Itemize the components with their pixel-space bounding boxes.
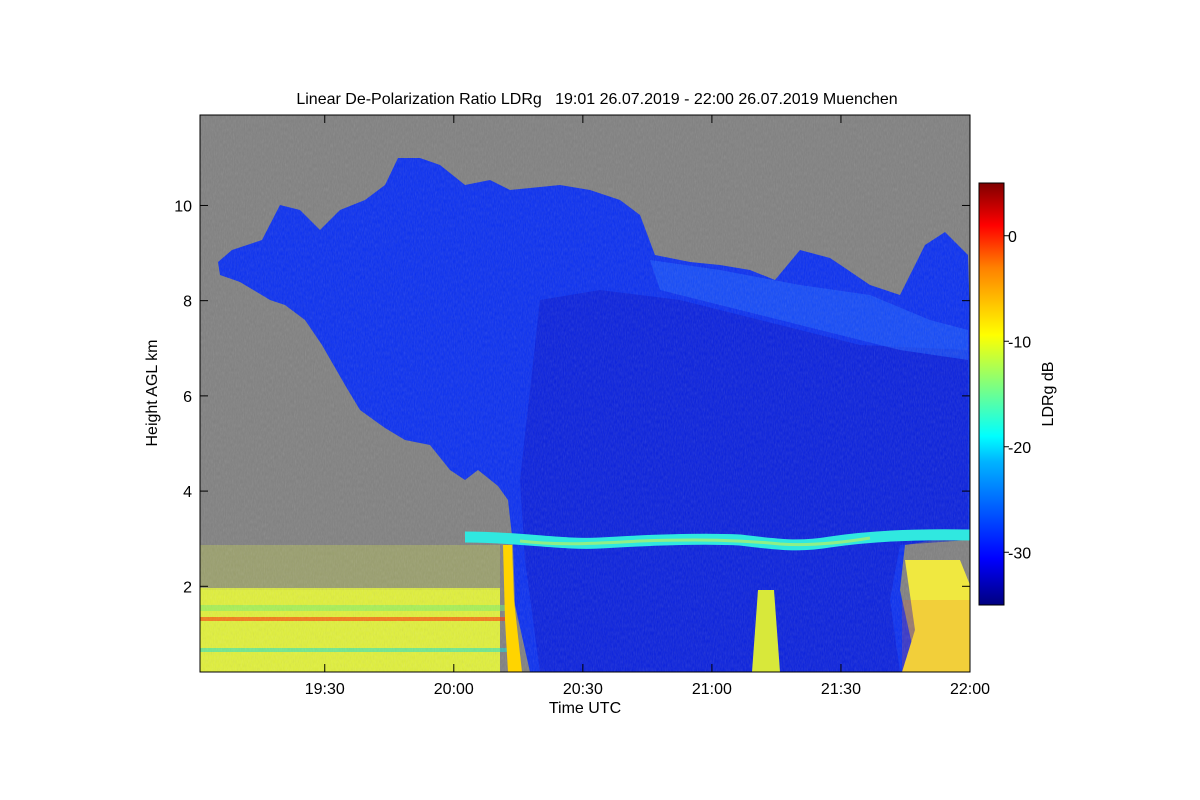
rain-shaft-middle: [752, 590, 780, 672]
y-tick-label: 6: [183, 389, 192, 406]
x-tick-label: 21:00: [692, 681, 732, 698]
melting-layer-core: [519, 536, 871, 547]
x-tick-label: 22:00: [950, 681, 990, 698]
chart-title: Linear De-Polarization Ratio LDRg 19:01 …: [296, 91, 897, 108]
x-tick-label: 20:00: [434, 681, 474, 698]
rain-shaft-right-speckle: [902, 600, 970, 672]
y-axis-label: Height AGL km: [144, 339, 161, 446]
colorbar-label: LDRg dB: [1040, 362, 1057, 427]
y-tick-label: 8: [183, 294, 192, 311]
y-tick-label: 2: [183, 579, 192, 596]
x-axis-label: Time UTC: [549, 700, 621, 717]
x-axis: 19:30 20:00 20:30 21:00 21:30 22:00: [305, 115, 990, 698]
colorbar-axis: 0 -10 -20 -30: [1004, 229, 1031, 562]
x-tick-label: 20:30: [563, 681, 603, 698]
colorbar-tick-label: 0: [1008, 229, 1017, 246]
colorbar-tick-label: -30: [1008, 545, 1031, 562]
plot-frame: [199, 114, 971, 673]
rain-shaft-left: [503, 545, 522, 672]
y-tick-label: 4: [183, 484, 192, 501]
y-tick-label: 10: [174, 198, 192, 215]
x-tick-label: 19:30: [305, 681, 345, 698]
heatmap-plot-area: [200, 115, 970, 672]
heatmap-grain: [200, 115, 970, 672]
colorbar: [978, 182, 1005, 606]
rain-shaft-right: [902, 560, 970, 672]
colorbar-tick-label: -20: [1008, 440, 1031, 457]
y-axis: 2 4 6 8 10: [174, 198, 970, 596]
x-tick-label: 21:30: [821, 681, 861, 698]
colorbar-tick-label: -10: [1008, 334, 1031, 351]
